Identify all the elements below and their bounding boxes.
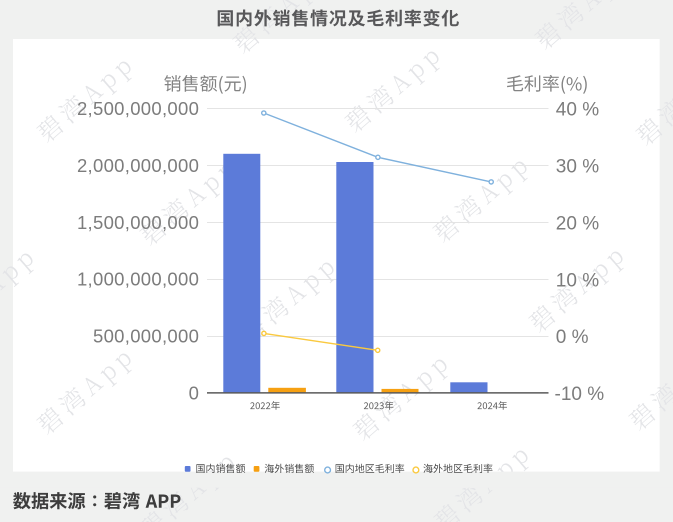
svg-text:1,500,000,000: 1,500,000,000 [77, 212, 199, 233]
svg-text:0: 0 [189, 383, 200, 404]
svg-text:2,000,000,000: 2,000,000,000 [77, 155, 199, 176]
svg-text:500,000,000: 500,000,000 [93, 326, 199, 347]
svg-text:40 %: 40 % [556, 100, 599, 121]
svg-text:30 %: 30 % [556, 157, 599, 178]
svg-text:1,000,000,000: 1,000,000,000 [77, 269, 199, 290]
svg-text:10 %: 10 % [556, 270, 599, 291]
svg-text:2,500,000,000: 2,500,000,000 [77, 98, 199, 119]
svg-text:-10 %: -10 % [555, 384, 605, 405]
svg-text:20 %: 20 % [556, 213, 599, 234]
svg-text:0 %: 0 % [556, 327, 589, 348]
